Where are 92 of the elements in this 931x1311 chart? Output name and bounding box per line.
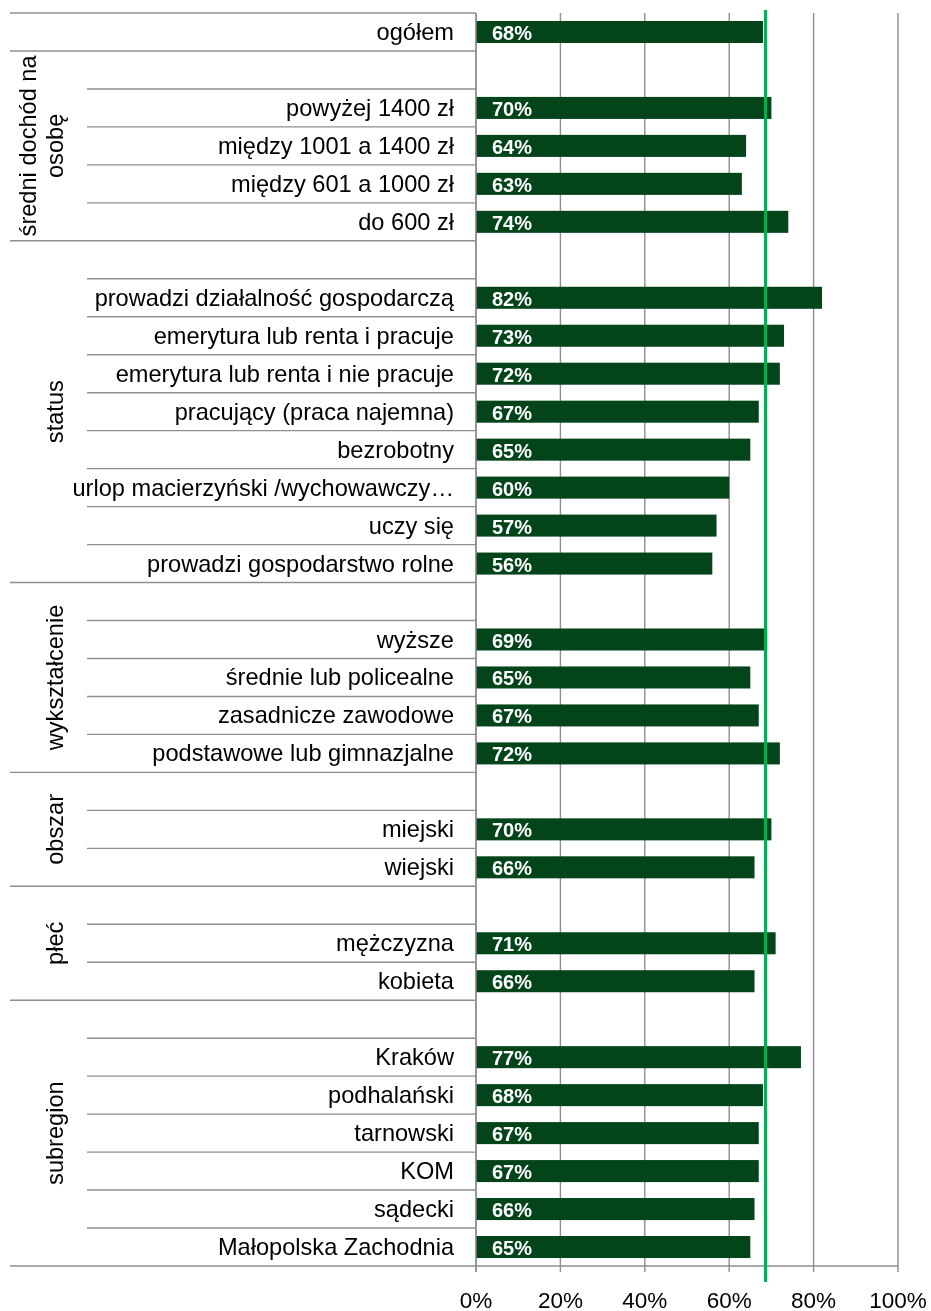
data-label: 57% bbox=[492, 515, 533, 538]
data-label: 72% bbox=[492, 743, 533, 766]
bar bbox=[476, 286, 823, 309]
bar bbox=[476, 970, 755, 993]
data-label: 65% bbox=[492, 667, 533, 690]
bar bbox=[476, 856, 755, 879]
data-label: 67% bbox=[492, 401, 533, 424]
y-tick-label: wyższe bbox=[375, 626, 454, 653]
bar bbox=[476, 20, 763, 43]
y-tick-label: emerytura lub renta i pracuje bbox=[153, 322, 454, 349]
data-label: 63% bbox=[492, 173, 533, 196]
data-label: 73% bbox=[492, 325, 533, 348]
data-label: 60% bbox=[492, 477, 533, 500]
bar bbox=[476, 742, 780, 765]
y-tick-label: zasadnicze zawodowe bbox=[217, 702, 454, 729]
bar bbox=[476, 552, 713, 575]
data-label: 65% bbox=[492, 439, 533, 462]
text: status bbox=[42, 380, 68, 444]
bar bbox=[476, 1198, 755, 1221]
y-tick-label: prowadzi gospodarstwo rolne bbox=[147, 550, 454, 577]
y-tick-label: emerytura lub renta i nie pracuje bbox=[115, 360, 454, 387]
y-tick-label: KOM bbox=[400, 1158, 454, 1185]
data-label: 77% bbox=[492, 1047, 533, 1070]
y-tick-label: do 600 zł bbox=[358, 208, 455, 235]
y-tick-label: kobieta bbox=[377, 968, 455, 995]
bar bbox=[476, 362, 780, 385]
y-tick-label: między 1001 a 1400 zł bbox=[217, 132, 455, 159]
bar bbox=[476, 666, 751, 689]
y-tick-label: między 601 a 1000 zł bbox=[231, 170, 455, 197]
data-label: 66% bbox=[492, 857, 533, 880]
x-tick-label: 20% bbox=[537, 1287, 583, 1311]
bar bbox=[476, 476, 730, 499]
bar bbox=[476, 96, 772, 119]
data-label: 66% bbox=[492, 1199, 533, 1222]
y-tick-label: powyżej 1400 zł bbox=[286, 94, 455, 121]
data-label: 70% bbox=[492, 97, 533, 120]
y-tick-label: podhalański bbox=[328, 1082, 454, 1109]
y-tick-label: bezrobotny bbox=[337, 436, 455, 463]
text: wykształcenie bbox=[42, 604, 68, 752]
text: obszar bbox=[42, 793, 68, 865]
bar bbox=[476, 1122, 759, 1145]
y-tick-label: średnie lub policealne bbox=[225, 664, 454, 691]
bar bbox=[476, 1084, 763, 1107]
x-tick-label: 100% bbox=[869, 1287, 927, 1311]
data-label: 67% bbox=[492, 1161, 533, 1184]
data-label: 64% bbox=[492, 135, 533, 158]
bar bbox=[476, 134, 747, 157]
y-tick-label: wiejski bbox=[383, 854, 454, 881]
data-label: 70% bbox=[492, 819, 533, 842]
data-label: 74% bbox=[492, 211, 533, 234]
bar bbox=[476, 210, 789, 233]
data-label: 71% bbox=[492, 933, 533, 956]
bar bbox=[476, 400, 759, 423]
data-label: 69% bbox=[492, 629, 533, 652]
data-label: 68% bbox=[492, 21, 533, 44]
y-tick-label: sądecki bbox=[374, 1196, 454, 1223]
y-tick-label: Kraków bbox=[375, 1044, 455, 1071]
y-tick-label: Małopolska Zachodnia bbox=[217, 1234, 455, 1261]
data-label: 72% bbox=[492, 363, 533, 386]
y-tick-label: urlop macierzyński /wychowawczy… bbox=[72, 474, 454, 501]
data-label: 66% bbox=[492, 971, 533, 994]
bar bbox=[476, 1236, 751, 1259]
bar bbox=[476, 1160, 759, 1183]
y-tick-label: miejski bbox=[381, 816, 454, 843]
x-tick-label: 0% bbox=[459, 1287, 493, 1311]
y-tick-label: prowadzi działalność gospodarczą bbox=[94, 284, 455, 311]
data-label: 67% bbox=[492, 1123, 533, 1146]
bar bbox=[476, 324, 785, 347]
x-tick-label: 60% bbox=[706, 1287, 752, 1311]
bar bbox=[476, 172, 742, 195]
bar bbox=[476, 438, 751, 461]
text: płeć bbox=[42, 921, 68, 965]
y-tick-label: ogółem bbox=[376, 18, 454, 45]
data-label: 65% bbox=[492, 1237, 533, 1260]
x-tick-label: 40% bbox=[622, 1287, 668, 1311]
bar bbox=[476, 514, 717, 537]
bar bbox=[476, 818, 772, 841]
data-label: 67% bbox=[492, 705, 533, 728]
data-label: 68% bbox=[492, 1085, 533, 1108]
y-tick-label: podstawowe lub gimnazjalne bbox=[152, 740, 454, 767]
y-tick-label: mężczyzna bbox=[335, 930, 455, 957]
y-tick-label: tarnowski bbox=[354, 1120, 454, 1147]
text: subregion bbox=[42, 1081, 68, 1185]
bar bbox=[476, 1046, 801, 1069]
data-label: 82% bbox=[492, 287, 533, 310]
bar bbox=[476, 932, 776, 955]
data-label: 56% bbox=[492, 553, 533, 576]
bar bbox=[476, 704, 759, 727]
x-tick-label: 80% bbox=[791, 1287, 837, 1311]
y-tick-label: pracujący (praca najemna) bbox=[174, 398, 454, 425]
text: średni dochód na osobę bbox=[14, 54, 68, 237]
y-tick-label: uczy się bbox=[368, 512, 454, 539]
